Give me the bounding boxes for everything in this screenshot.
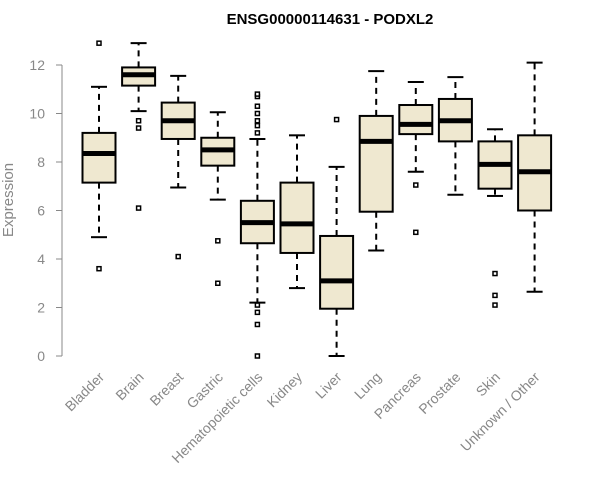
box-rect <box>319 234 355 310</box>
box-skin <box>477 128 513 308</box>
outlier-point <box>413 182 419 188</box>
box-kidney <box>279 134 315 290</box>
outlier-point <box>96 40 102 46</box>
outlier-point <box>413 229 419 236</box>
outlier-point <box>492 302 498 308</box>
outlier-point <box>254 91 261 97</box>
x-label-skin: Skin <box>473 369 504 400</box>
outlier-point <box>135 118 142 124</box>
y-tick-label-2: 2 <box>37 300 45 316</box>
outlier-point <box>96 265 102 272</box>
outlier-point <box>254 309 261 316</box>
x-label-brain: Brain <box>112 369 146 403</box>
box-hematopoietic-cells <box>239 91 275 359</box>
x-label-liver: Liver <box>312 369 345 402</box>
box-bladder <box>81 40 117 272</box>
y-tick-label-4: 4 <box>37 251 45 267</box>
box-gastric <box>200 111 236 286</box>
x-label-kidney: Kidney <box>264 369 306 411</box>
outlier-point <box>254 110 261 117</box>
y-tick-label-6: 6 <box>37 203 45 219</box>
outlier-point <box>254 118 261 124</box>
x-label-prostate: Prostate <box>415 369 463 417</box>
y-tick-label-8: 8 <box>37 154 45 170</box>
outlier-point <box>254 122 261 129</box>
box-breast <box>160 74 196 260</box>
box-pancreas <box>398 80 434 236</box>
x-label-breast: Breast <box>146 369 186 409</box>
outlier-point <box>254 103 261 109</box>
outlier-point <box>333 116 340 123</box>
box-rect <box>279 181 315 254</box>
box-prostate <box>437 76 473 196</box>
outlier-point <box>135 125 142 131</box>
box-rect <box>358 114 394 213</box>
outlier-point <box>175 253 181 260</box>
outlier-point <box>492 292 498 299</box>
boxes-group <box>81 40 553 359</box>
box-rect <box>81 131 117 184</box>
outlier-point <box>135 205 142 211</box>
y-axis-label: Expression <box>0 163 17 237</box>
outlier-point <box>215 238 221 244</box>
chart-title: ENSG00000114631 - PODXL2 <box>227 11 434 28</box>
y-tick-label-0: 0 <box>37 348 45 364</box>
outlier-point <box>254 321 261 328</box>
box-rect <box>398 104 434 136</box>
x-label-bladder: Bladder <box>62 369 108 415</box>
y-tick-label-10: 10 <box>29 106 45 122</box>
x-label-lung: Lung <box>351 369 384 402</box>
outlier-point <box>492 270 498 277</box>
box-liver <box>319 116 355 357</box>
box-unknown-other <box>517 61 553 293</box>
box-brain <box>121 42 157 211</box>
y-tick-label-12: 12 <box>29 57 45 73</box>
outlier-point <box>254 130 261 136</box>
box-lung <box>358 70 394 252</box>
outlier-point <box>215 280 221 286</box>
outlier-point <box>254 302 261 308</box>
outlier-point <box>254 353 261 359</box>
y-axis: 0 2 4 6 8 10 12 <box>29 57 63 364</box>
